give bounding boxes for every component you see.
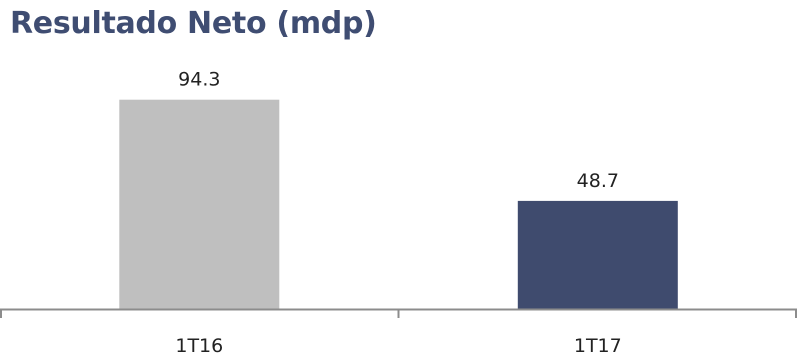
data-label-1t17: 48.7 [577, 170, 619, 192]
x-tick-label-1t17: 1T17 [574, 335, 622, 357]
data-label-1t16: 94.3 [178, 69, 220, 91]
x-axis [0, 308, 797, 318]
chart-title: Resultado Neto (mdp) [10, 6, 377, 41]
x-tick-label-1t16: 1T16 [175, 335, 223, 357]
bar-1t17 [517, 200, 678, 309]
bars-group [119, 99, 678, 309]
labels-group: 94.3 1T16 48.7 1T17 [175, 69, 621, 357]
bar-1t16 [119, 99, 280, 309]
